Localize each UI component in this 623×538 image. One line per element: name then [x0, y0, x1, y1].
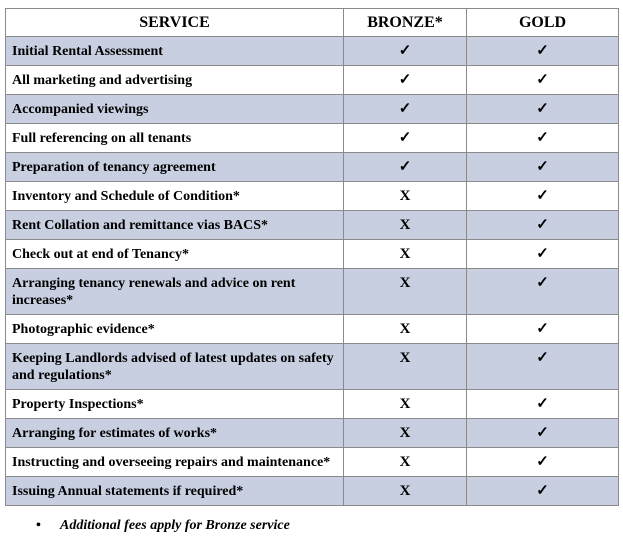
- tier-cell: X: [343, 447, 467, 477]
- service-table: SERVICE BRONZE* GOLD Initial Rental Asse…: [5, 8, 619, 506]
- table-row: Instructing and overseeing repairs and m…: [5, 447, 619, 477]
- table-row: Arranging for estimates of works* X ✓: [5, 418, 619, 448]
- tier-cell: ✓: [343, 123, 467, 153]
- tier-cell: ✓: [466, 314, 619, 344]
- tier-cell: X: [343, 210, 467, 240]
- tier-cell: ✓: [343, 152, 467, 182]
- tier-cell: ✓: [466, 268, 619, 315]
- tier-cell: X: [343, 476, 467, 506]
- tier-cell: ✓: [466, 36, 619, 66]
- header-cell: BRONZE*: [343, 8, 467, 37]
- table-row: Arranging tenancy renewals and advice on…: [5, 268, 619, 315]
- tier-cell: X: [343, 268, 467, 315]
- table-row: Preparation of tenancy agreement ✓ ✓: [5, 152, 619, 182]
- tier-cell: X: [343, 314, 467, 344]
- tier-cell: ✓: [466, 389, 619, 419]
- bullet: •: [36, 518, 41, 533]
- table-row: Keeping Landlords advised of latest upda…: [5, 343, 619, 390]
- tier-cell: X: [343, 389, 467, 419]
- tier-cell: ✓: [466, 181, 619, 211]
- service-cell: Arranging for estimates of works*: [5, 418, 344, 448]
- table-row: Full referencing on all tenants ✓ ✓: [5, 123, 619, 153]
- service-cell: All marketing and advertising: [5, 65, 344, 95]
- tier-cell: X: [343, 181, 467, 211]
- service-cell: Keeping Landlords advised of latest upda…: [5, 343, 344, 390]
- service-cell: Inventory and Schedule of Condition*: [5, 181, 344, 211]
- table-row: All marketing and advertising ✓ ✓: [5, 65, 619, 95]
- tier-cell: ✓: [466, 210, 619, 240]
- tier-cell: ✓: [466, 94, 619, 124]
- table-row: Issuing Annual statements if required* X ✓: [5, 476, 619, 506]
- service-cell: Check out at end of Tenancy*: [5, 239, 344, 269]
- tier-cell: ✓: [466, 476, 619, 506]
- service-cell: Rent Collation and remittance vias BACS*: [5, 210, 344, 240]
- table-row: Rent Collation and remittance vias BACS*…: [5, 210, 619, 240]
- service-cell: Photographic evidence*: [5, 314, 344, 344]
- service-cell: Full referencing on all tenants: [5, 123, 344, 153]
- table-row: Accompanied viewings ✓ ✓: [5, 94, 619, 124]
- header-cell: SERVICE: [5, 8, 344, 37]
- tier-cell: ✓: [466, 239, 619, 269]
- header-row: SERVICE BRONZE* GOLD: [5, 8, 619, 37]
- service-cell: Property Inspections*: [5, 389, 344, 419]
- service-cell: Issuing Annual statements if required*: [5, 476, 344, 506]
- footnote-text: Additional fees apply for Bronze service: [60, 518, 290, 533]
- tier-cell: X: [343, 418, 467, 448]
- tier-cell: ✓: [343, 94, 467, 124]
- tier-cell: ✓: [466, 65, 619, 95]
- table-row: Inventory and Schedule of Condition* X ✓: [5, 181, 619, 211]
- table-row: Photographic evidence* X ✓: [5, 314, 619, 344]
- service-cell: Accompanied viewings: [5, 94, 344, 124]
- tier-cell: ✓: [466, 123, 619, 153]
- tier-cell: ✓: [343, 36, 467, 66]
- header-cell: GOLD: [466, 8, 619, 37]
- tier-cell: ✓: [466, 447, 619, 477]
- tier-cell: ✓: [343, 65, 467, 95]
- tier-cell: ✓: [466, 418, 619, 448]
- tier-cell: X: [343, 239, 467, 269]
- table-row: Check out at end of Tenancy* X ✓: [5, 239, 619, 269]
- service-cell: Preparation of tenancy agreement: [5, 152, 344, 182]
- table-row: Property Inspections* X ✓: [5, 389, 619, 419]
- service-cell: Instructing and overseeing repairs and m…: [5, 447, 344, 477]
- tier-cell: X: [343, 343, 467, 390]
- tier-cell: ✓: [466, 152, 619, 182]
- footnote: • Additional fees apply for Bronze servic…: [36, 518, 290, 534]
- table-row: Initial Rental Assessment ✓ ✓: [5, 36, 619, 66]
- service-cell: Initial Rental Assessment: [5, 36, 344, 66]
- tier-cell: ✓: [466, 343, 619, 390]
- service-cell: Arranging tenancy renewals and advice on…: [5, 268, 344, 315]
